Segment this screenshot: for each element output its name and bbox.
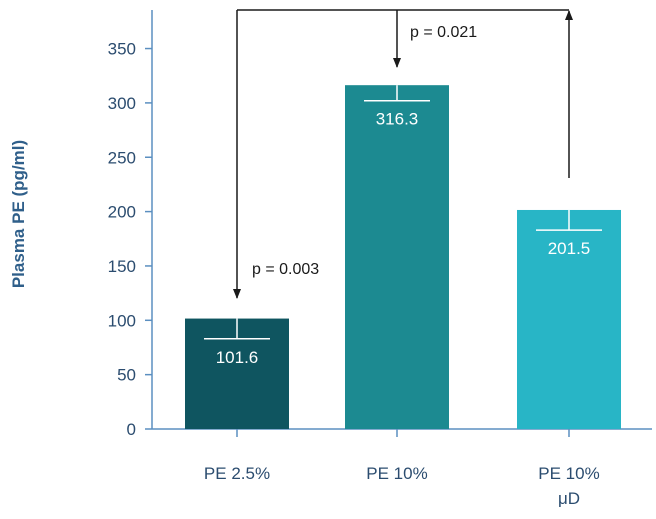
y-tick-label: 50 <box>117 366 136 385</box>
y-tick-label: 250 <box>108 148 136 167</box>
x-tick-label: PE 2.5% <box>204 464 270 483</box>
y-tick-label: 0 <box>127 420 136 439</box>
data-label: 101.6 <box>216 348 259 367</box>
x-tick-label: PE 10% <box>538 464 599 483</box>
bar <box>517 209 621 429</box>
data-label: 316.3 <box>376 110 419 129</box>
y-axis-label: Plasma PE (pg/ml) <box>9 140 28 288</box>
y-tick-label: 300 <box>108 94 136 113</box>
data-label: 201.5 <box>548 239 591 258</box>
p-value-label: p = 0.003 <box>252 261 319 278</box>
p-value-label: p = 0.021 <box>410 24 477 41</box>
y-tick-label: 150 <box>108 257 136 276</box>
y-tick-label: 200 <box>108 203 136 222</box>
y-tick-label: 100 <box>108 311 136 330</box>
y-tick-label: 350 <box>108 40 136 59</box>
x-tick-label: μD <box>558 489 580 508</box>
bar <box>345 85 449 430</box>
x-tick-label: PE 10% <box>366 464 427 483</box>
